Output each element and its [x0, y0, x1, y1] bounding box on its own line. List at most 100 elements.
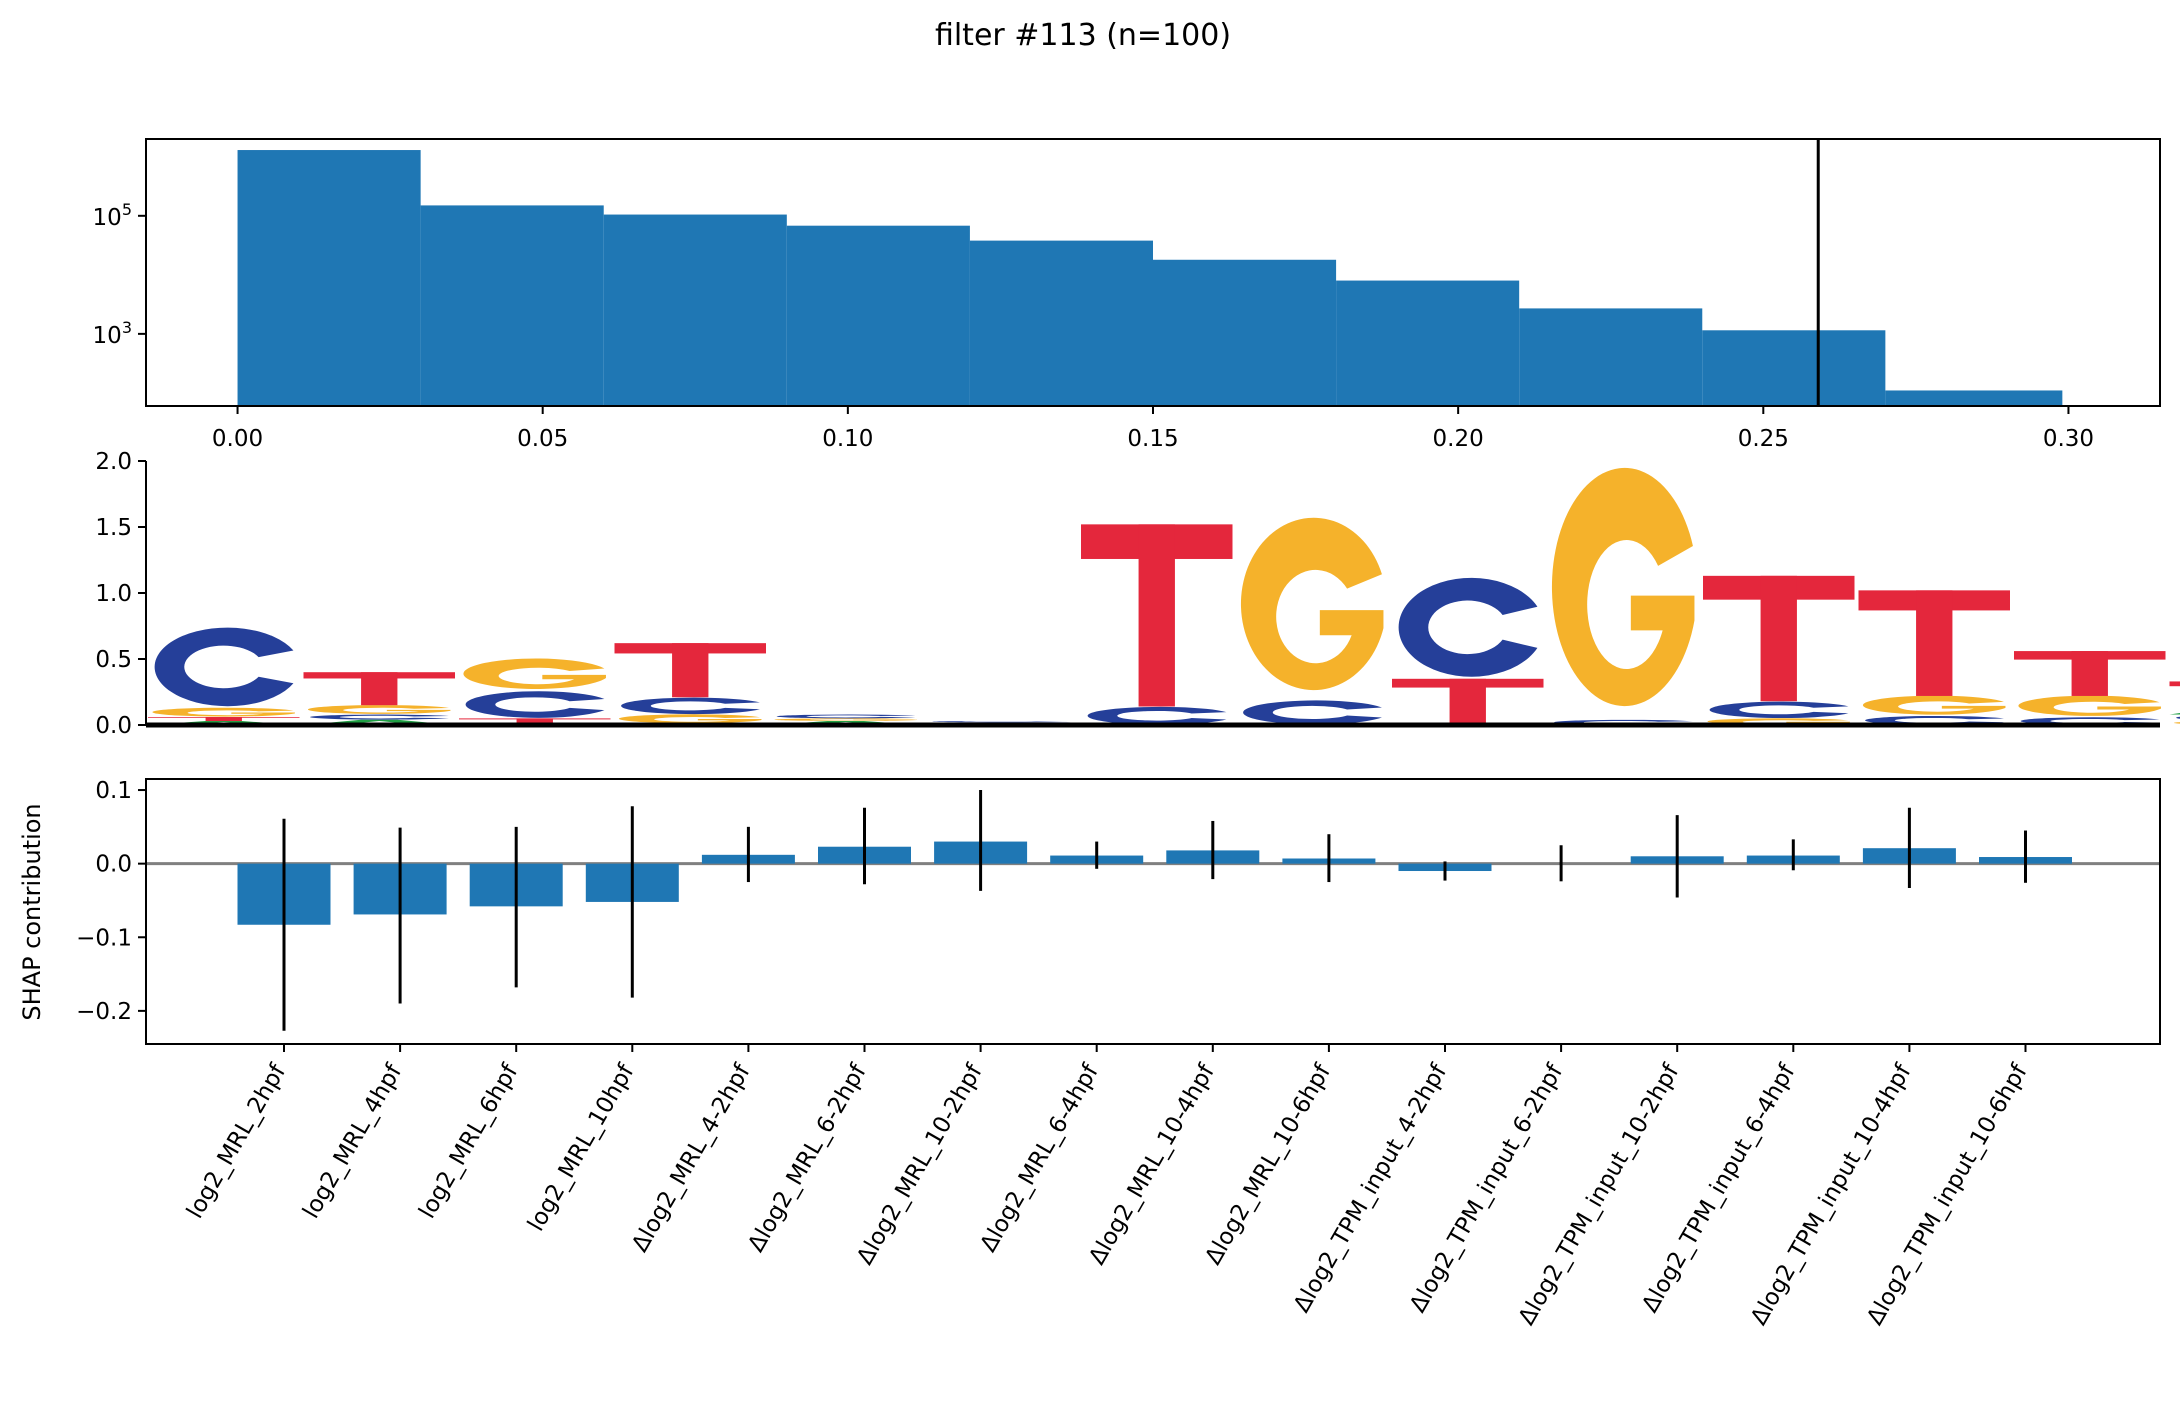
logo-letter-C [1087, 706, 1227, 725]
logo-letter-T [303, 672, 455, 706]
logo-glyph-part [2176, 716, 2180, 719]
logo-glyph-part [2018, 695, 2161, 716]
logo-letter-C [154, 627, 294, 707]
histogram-x-tick-label: 0.10 [822, 426, 873, 452]
logo-glyph-part [1240, 517, 1384, 691]
logo-glyph-part [205, 717, 242, 722]
histogram-x-tick-label: 0.25 [1738, 426, 1789, 452]
shap-x-tick-label: Δlog2_MRL_6-2hpf [743, 1059, 872, 1256]
histogram-x-tick-label: 0.05 [517, 426, 568, 452]
logo-letter-G [152, 707, 295, 717]
shap-x-tick-label: log2_MRL_4hpf [298, 1059, 408, 1223]
histogram-bar [603, 214, 787, 406]
logo-letter-G [774, 718, 917, 721]
logo-letter-C [465, 691, 605, 718]
shap-error-bars [282, 790, 2027, 1031]
shap-x-tick-label: Δlog2_MRL_6-4hpf [975, 1059, 1104, 1256]
logo-letter-G [463, 658, 606, 689]
histogram-bar [1519, 308, 1703, 406]
logo-letter-T [2169, 681, 2180, 687]
logo-glyph-part [1862, 695, 2006, 715]
logo-glyph-part [152, 707, 295, 717]
histogram-bar [1702, 330, 1886, 406]
shap-x-tick-label: Δlog2_MRL_10-2hpf [852, 1059, 988, 1269]
histogram-x-tick-label: 0.30 [2043, 426, 2094, 452]
logo-letter-A [2169, 712, 2180, 715]
logo-glyph-part [463, 658, 606, 689]
logo-glyph-part [672, 643, 709, 698]
logo-letter-G [2018, 695, 2161, 716]
figure-title: filter #113 (n=100) [935, 18, 1231, 53]
histogram-bar [969, 240, 1153, 406]
shap-y-tick-label: −0.1 [76, 925, 132, 951]
shap-x-tick-label: Δlog2_MRL_4-2hpf [627, 1059, 756, 1256]
logo-glyph-part [776, 714, 916, 719]
shap-x-tick-label: log2_MRL_6hpf [414, 1059, 524, 1223]
logo-letter-C [932, 721, 1071, 723]
shap-x-tick-label: Δlog2_MRL_10-6hpf [1200, 1059, 1336, 1269]
logo-y-tick-label: 0.5 [95, 647, 132, 673]
logo-glyph-part [1243, 700, 1382, 725]
shap-frame [145, 778, 2161, 1045]
logo-letter-C [621, 697, 760, 715]
logo-letter-T [148, 717, 300, 722]
logo-glyph-part [2169, 712, 2180, 715]
histogram-y-tick-label: 103 [93, 318, 132, 349]
logo-letter-C [1709, 701, 1849, 719]
logo-y-tick-label: 1.0 [95, 581, 132, 607]
shap-x-tick-label: log2_MRL_10hpf [523, 1059, 640, 1235]
logo-glyph-part [310, 714, 449, 720]
shap-x-tick-label: log2_MRL_2hpf [182, 1059, 292, 1223]
logo-letter-G [1551, 467, 1695, 707]
logo-axes: 0.0 0.5 1.0 1.5 2.0 [95, 449, 146, 739]
logo-letter-C [776, 714, 916, 719]
histogram-bar [1336, 280, 1520, 406]
logo-letter-C [1398, 577, 1538, 677]
logo-letter-C [2176, 716, 2180, 719]
logo-letter-C [310, 714, 449, 720]
logo-glyph-part [1398, 577, 1538, 677]
logo-panel: 0.0 0.5 1.0 1.5 2.0 [95, 449, 2180, 739]
histogram-x-tick-label: 0.15 [1127, 426, 1178, 452]
shap-y-tick-label: 0.1 [95, 778, 132, 804]
shap-y-axis-label: SHAP contribution [18, 803, 46, 1020]
logo-glyph-part [154, 627, 294, 707]
histogram-bar [420, 205, 604, 406]
shap-panel: −0.2 −0.1 0.0 0.1 log2_MRL_2hpf log2_MRL_4hpf… [18, 778, 2161, 1330]
logo-letter-T [459, 718, 611, 724]
histogram-panel: 0.00 0.05 0.10 0.15 0.20 0.25 0.30 103 105 [93, 138, 2161, 452]
histogram-bar [237, 150, 421, 406]
logo-letter-T [614, 643, 766, 698]
logo-letter-T [1703, 575, 1855, 702]
logo-glyph-part [1087, 706, 1227, 725]
logo-glyph-part [1551, 467, 1695, 707]
logo-glyphs [148, 467, 2180, 725]
logo-glyph-part [465, 691, 605, 718]
shap-y-tick-label: −0.2 [76, 999, 132, 1025]
logo-glyph-part [618, 714, 762, 724]
logo-glyph-part [307, 705, 451, 714]
histogram-bar [1153, 259, 1337, 406]
logo-glyph-part [1760, 575, 1797, 702]
logo-y-tick-label: 2.0 [95, 449, 132, 475]
logo-letter-T [1392, 678, 1544, 725]
logo-glyph-part [1916, 590, 1953, 696]
logo-letter-G [618, 714, 762, 724]
shap-y-tick-label: 0.0 [95, 852, 132, 878]
logo-letter-G [2173, 722, 2180, 724]
histogram-bars [237, 150, 2063, 406]
logo-letter-T [2014, 651, 2166, 696]
logo-letter-T [1081, 524, 1233, 707]
logo-glyph-part [2173, 722, 2180, 724]
logo-glyph-part [2169, 681, 2180, 687]
shap-x-tick-label: Δlog2_MRL_10-4hpf [1084, 1059, 1220, 1269]
logo-glyph-part [2071, 651, 2108, 696]
logo-letter-G [307, 705, 451, 714]
logo-letter-T [1858, 590, 2010, 696]
logo-letter-C [1243, 700, 1382, 725]
logo-glyph-part [621, 697, 760, 715]
histogram-bar [786, 225, 970, 406]
logo-glyph-part [361, 672, 398, 706]
logo-glyph-part [1138, 524, 1175, 707]
